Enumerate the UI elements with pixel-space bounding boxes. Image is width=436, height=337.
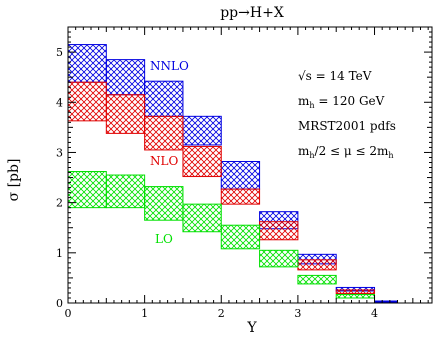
lo-band-bin-8	[335, 293, 376, 299]
lo-band-bin-6	[259, 249, 299, 268]
lo-band-bin-7	[297, 274, 337, 285]
x-tick-label: 3	[294, 307, 301, 320]
lo-band-bin-4	[182, 203, 222, 233]
annotations: √s = 14 TeV mh = 120 GeV MRST2001 pdfs mh/2…	[298, 69, 396, 160]
nlo-band-bin-7	[297, 259, 337, 271]
y-tick-label: 2	[56, 197, 63, 210]
band-layer	[67, 44, 398, 303]
annotation-3: MRST2001 pdfs	[298, 119, 396, 133]
y-tick-label: 3	[56, 146, 63, 159]
y-tick-label: 5	[56, 46, 63, 59]
nnlo-band-bin-2	[105, 59, 146, 96]
x-axis-label: Y	[246, 320, 257, 336]
y-tick-label: 4	[56, 96, 63, 109]
axes: 0 1 2 3 4 0 1 2 3 4 5	[56, 26, 433, 320]
y-tick-label: 0	[56, 297, 63, 310]
nnlo-band-bin-5	[220, 160, 261, 190]
plot-frame	[67, 26, 433, 304]
x-tick-label: 1	[141, 307, 148, 320]
y-tick-label: 1	[56, 247, 63, 260]
nlo-band-bin-5	[220, 188, 261, 205]
x-tick-label: 2	[218, 307, 225, 320]
nlo-label: NLO	[150, 154, 178, 168]
nlo-band-bin-2	[105, 94, 146, 134]
nnlo-band-bin-1	[67, 44, 107, 83]
lo-band-bin-2	[105, 174, 146, 209]
nnlo-band-bin-3	[144, 80, 184, 117]
annotation-1: √s = 14 TeV	[298, 69, 372, 83]
nnlo-label: NNLO	[150, 59, 189, 73]
nnlo-band-bin-4	[182, 115, 222, 146]
lo-band-bin-3	[144, 186, 184, 221]
chart-title: pp→H+X	[220, 5, 284, 21]
y-axis-label: σ [pb]	[6, 159, 22, 202]
nlo-band-bin-4	[182, 145, 222, 178]
x-tick-label: 0	[65, 307, 72, 320]
series-labels: NNLO NLO LO	[150, 59, 189, 246]
lo-band-bin-5	[220, 224, 261, 250]
x-tick-label: 4	[371, 307, 378, 320]
annotation-2: mh = 120 GeV	[298, 94, 385, 110]
lo-label: LO	[155, 232, 173, 246]
lo-band-bin-1	[67, 171, 107, 209]
annotation-4: mh/2 ≤ μ ≤ 2mh	[298, 144, 394, 160]
nlo-band-bin-1	[67, 81, 107, 122]
nlo-band-bin-8	[335, 289, 376, 294]
nlo-band-bin-6	[259, 221, 299, 241]
nlo-band-bin-3	[144, 115, 184, 151]
